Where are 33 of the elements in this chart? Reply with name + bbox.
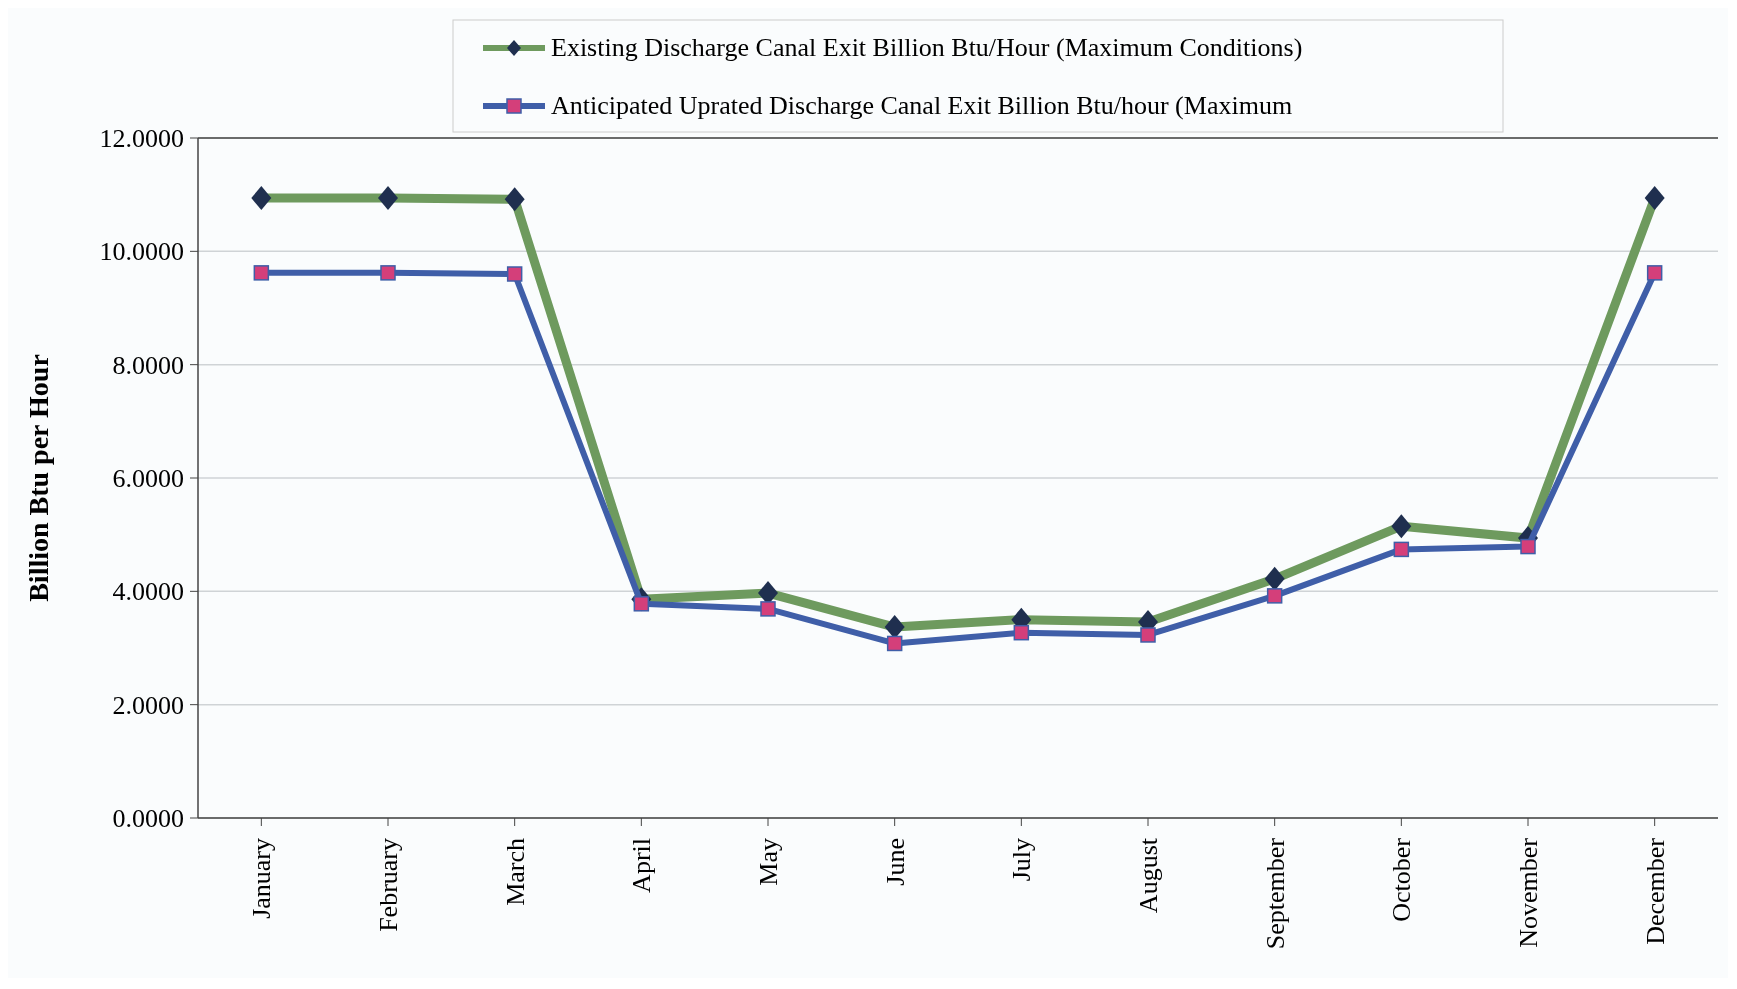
point [1266, 588, 1283, 604]
x-tick-label: August [1134, 837, 1164, 914]
point [886, 635, 903, 652]
point [1140, 627, 1156, 643]
y-axis-title: Billion Btu per Hour [23, 354, 54, 602]
point [380, 265, 396, 281]
y-tick-label: 0.0000 [112, 804, 184, 834]
x-tick-label: October [1387, 837, 1417, 922]
y-tick-label: 12.0000 [99, 124, 184, 154]
x-tick-label: June [880, 838, 910, 886]
x-tick-label: February [374, 838, 404, 932]
x-tick-label: November [1514, 837, 1544, 948]
point [1013, 624, 1030, 641]
x-tick-label: April [627, 838, 657, 893]
point [1520, 538, 1536, 555]
x-tick-label: December [1640, 837, 1670, 945]
x-tick-label: March [500, 838, 530, 906]
point [1646, 265, 1663, 281]
y-tick-label: 8.0000 [112, 350, 184, 380]
x-tick-label: May [754, 838, 784, 886]
point [1393, 541, 1410, 558]
y-tick-label: 2.0000 [112, 690, 184, 720]
legend-label: Existing Discharge Canal Exit Billion Btu/Hour (Maximum Conditions) [551, 33, 1303, 62]
y-tick-label: 4.0000 [112, 577, 184, 607]
x-tick-label: January [247, 838, 277, 919]
y-tick-label: 10.0000 [99, 237, 184, 267]
x-tick-label: September [1260, 837, 1290, 950]
legend-label: Anticipated Uprated Discharge Canal Exit Billion Btu/hour (Maximum [551, 91, 1293, 120]
point [253, 265, 270, 281]
point [506, 266, 523, 282]
point [760, 601, 776, 617]
y-tick-label: 6.0000 [112, 464, 184, 494]
x-tick-label: July [1007, 838, 1037, 882]
